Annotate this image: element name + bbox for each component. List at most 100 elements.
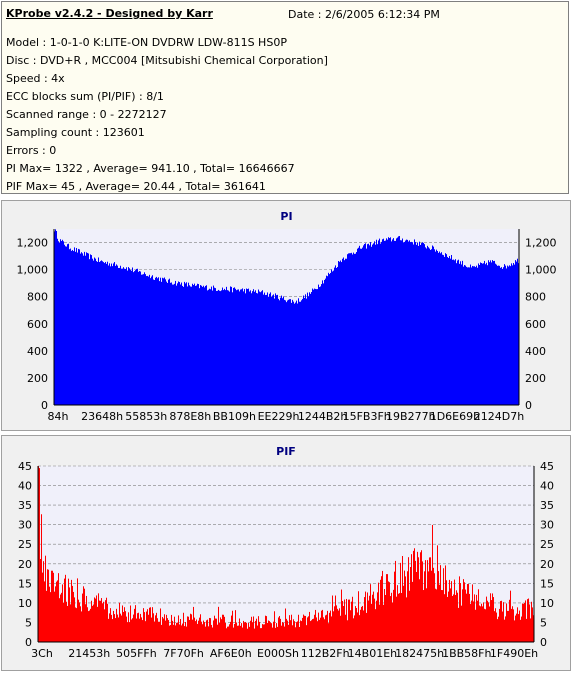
data-column xyxy=(370,242,371,405)
data-column xyxy=(430,557,431,642)
data-column xyxy=(455,259,456,405)
data-column xyxy=(518,614,519,642)
data-column xyxy=(445,253,446,405)
data-column xyxy=(164,614,165,642)
data-column xyxy=(55,229,56,405)
y-tick-label-left: 35 xyxy=(18,499,32,512)
data-column xyxy=(477,600,478,642)
data-column xyxy=(427,245,428,405)
data-column xyxy=(212,627,213,642)
data-column xyxy=(61,241,62,405)
y-tick-label-left: 30 xyxy=(18,519,32,532)
data-column xyxy=(327,276,328,405)
data-column xyxy=(93,260,94,405)
data-column xyxy=(445,565,446,642)
data-column xyxy=(287,300,288,405)
data-column xyxy=(418,245,419,405)
data-column xyxy=(312,288,313,405)
data-column xyxy=(446,580,447,642)
data-column xyxy=(253,289,254,405)
data-column xyxy=(79,249,80,405)
data-column xyxy=(185,622,186,642)
data-column xyxy=(52,570,53,642)
data-column xyxy=(513,263,514,405)
data-column xyxy=(375,609,376,642)
data-column xyxy=(157,278,158,405)
data-column xyxy=(107,261,108,405)
data-column xyxy=(106,597,107,642)
data-column xyxy=(143,274,144,405)
data-column xyxy=(444,256,445,405)
data-column xyxy=(70,248,71,405)
data-column xyxy=(410,242,411,405)
data-column xyxy=(301,300,302,405)
data-column xyxy=(135,270,136,405)
data-column xyxy=(515,615,516,642)
data-column xyxy=(199,288,200,405)
data-column xyxy=(63,602,64,642)
data-column xyxy=(520,619,521,642)
data-column xyxy=(219,290,220,405)
data-column xyxy=(463,266,464,405)
data-column xyxy=(420,244,421,405)
data-column xyxy=(194,617,195,642)
data-column xyxy=(370,584,371,642)
data-column xyxy=(380,243,381,405)
data-column xyxy=(379,238,380,405)
data-column xyxy=(152,607,153,642)
data-column xyxy=(456,590,457,642)
data-column xyxy=(351,252,352,405)
data-column xyxy=(42,572,43,642)
data-column xyxy=(401,593,402,642)
data-column xyxy=(277,626,278,642)
data-column xyxy=(226,628,227,642)
data-column xyxy=(43,561,44,642)
data-column xyxy=(220,291,221,405)
data-column xyxy=(254,291,255,405)
data-column xyxy=(181,282,182,405)
data-column xyxy=(435,588,436,642)
data-column xyxy=(212,290,213,405)
data-column xyxy=(509,599,510,642)
data-column xyxy=(397,237,398,405)
data-column xyxy=(364,597,365,642)
data-column xyxy=(435,251,436,405)
data-column xyxy=(404,570,405,642)
pif-chart: PIF 0 0 5 5 10 10 15 15 20 20 25 25 30 30 35 35 40 40 45 45 3… xyxy=(18,445,554,660)
data-column xyxy=(474,594,475,642)
data-column xyxy=(484,260,485,405)
data-column xyxy=(428,571,429,642)
data-column xyxy=(476,265,477,405)
x-tick-label: 112B2Fh xyxy=(301,647,350,660)
data-column xyxy=(367,244,368,405)
data-column xyxy=(156,612,157,642)
data-column xyxy=(448,591,449,642)
data-column xyxy=(127,270,128,405)
data-column xyxy=(197,623,198,642)
data-column xyxy=(125,268,126,405)
data-column xyxy=(444,594,445,642)
data-column xyxy=(365,591,366,642)
data-column xyxy=(91,600,92,642)
data-column xyxy=(235,610,236,642)
data-column xyxy=(425,560,426,642)
data-column xyxy=(320,617,321,642)
data-column xyxy=(148,276,149,405)
data-column xyxy=(346,258,347,405)
data-column xyxy=(401,240,402,405)
data-column xyxy=(224,288,225,405)
data-column xyxy=(501,267,502,405)
data-column xyxy=(163,618,164,642)
data-column xyxy=(295,302,296,405)
data-column xyxy=(496,612,497,642)
data-column xyxy=(500,601,501,642)
data-column xyxy=(489,606,490,642)
data-column xyxy=(336,268,337,405)
data-column xyxy=(49,586,50,642)
data-column xyxy=(335,595,336,642)
data-column xyxy=(166,281,167,405)
data-column xyxy=(92,258,93,405)
data-column xyxy=(295,627,296,642)
pi-chart: PI 0 0 200 200 400 400 600 600 800 800 1,000 1,000 1,… xyxy=(17,210,557,423)
data-column xyxy=(510,266,511,405)
